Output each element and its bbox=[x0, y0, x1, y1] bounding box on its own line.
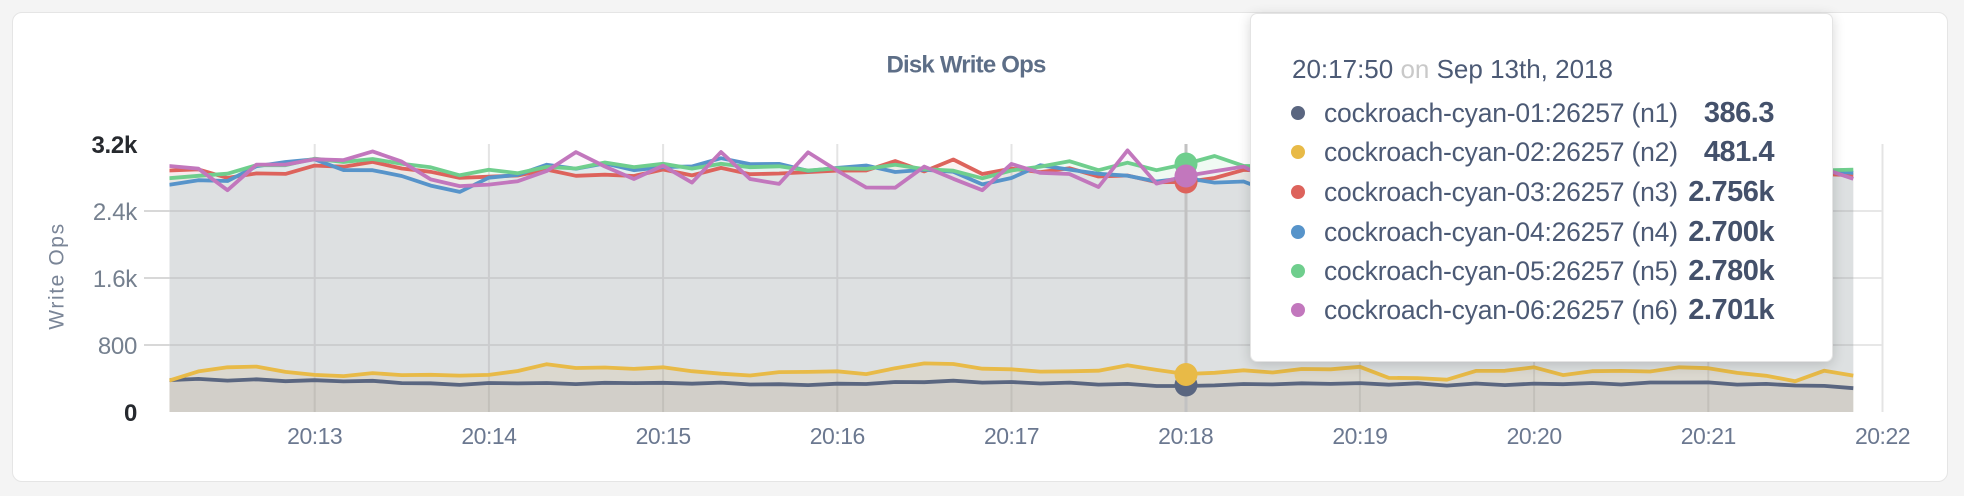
svg-text:0: 0 bbox=[124, 400, 137, 427]
svg-text:20:17: 20:17 bbox=[984, 423, 1039, 449]
svg-text:20:14: 20:14 bbox=[461, 423, 517, 449]
svg-text:20:20: 20:20 bbox=[1507, 423, 1562, 449]
svg-text:20:22: 20:22 bbox=[1855, 423, 1910, 449]
svg-text:20:19: 20:19 bbox=[1332, 423, 1387, 449]
svg-text:2.4k: 2.4k bbox=[93, 199, 138, 226]
svg-text:Write Ops: Write Ops bbox=[46, 222, 69, 329]
svg-text:3.2k: 3.2k bbox=[91, 132, 137, 159]
svg-text:20:13: 20:13 bbox=[287, 423, 342, 449]
svg-text:20:15: 20:15 bbox=[636, 423, 691, 449]
svg-text:20:18: 20:18 bbox=[1158, 423, 1213, 449]
svg-text:800: 800 bbox=[98, 333, 137, 360]
svg-text:20:16: 20:16 bbox=[810, 423, 865, 449]
svg-text:Disk Write Ops: Disk Write Ops bbox=[886, 52, 1046, 79]
svg-text:20:21: 20:21 bbox=[1681, 423, 1736, 449]
svg-text:1.6k: 1.6k bbox=[93, 266, 138, 293]
